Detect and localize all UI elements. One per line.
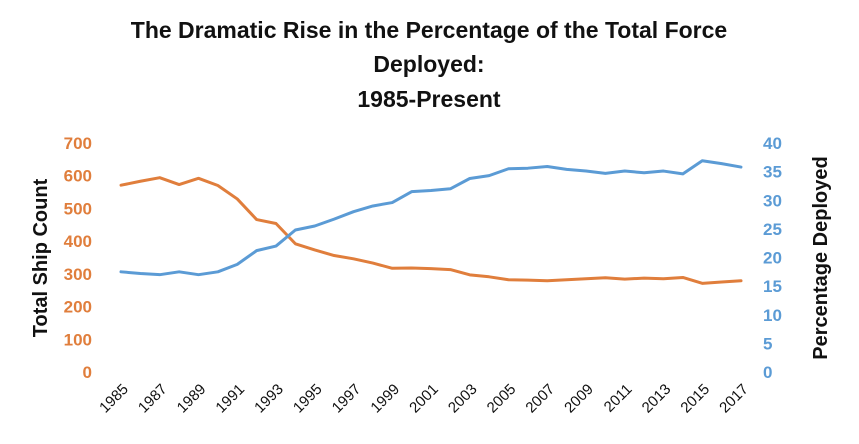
right-tick-label: 20 <box>763 249 782 268</box>
right-tick-label: 30 <box>763 191 782 210</box>
right-axis-ticks: 0 5 10 15 20 25 30 35 40 <box>763 134 782 382</box>
left-tick-label: 500 <box>64 199 92 218</box>
left-tick-label: 700 <box>64 134 92 153</box>
right-tick-label: 15 <box>763 277 782 296</box>
right-tick-label: 0 <box>763 363 772 382</box>
x-tick-label: 1985 <box>96 381 132 417</box>
left-tick-label: 200 <box>64 298 92 317</box>
chart-title-line-2: Deployed: <box>373 51 484 77</box>
x-tick-label: 1989 <box>174 381 210 417</box>
right-tick-label: 40 <box>763 134 782 153</box>
left-tick-label: 300 <box>64 265 92 284</box>
x-tick-label: 2013 <box>639 381 675 417</box>
left-tick-label: 400 <box>64 232 92 251</box>
x-tick-label: 2017 <box>716 381 752 417</box>
x-tick-label: 2009 <box>561 381 597 417</box>
left-tick-label: 100 <box>64 330 92 349</box>
right-tick-label: 25 <box>763 220 782 239</box>
left-tick-label: 0 <box>83 363 92 382</box>
left-axis-title: Total Ship Count <box>30 178 52 337</box>
chart-title: The Dramatic Rise in the Percentage of t… <box>131 17 727 112</box>
right-tick-label: 5 <box>763 334 772 353</box>
series-layer <box>119 159 743 285</box>
x-tick-label: 1997 <box>329 381 365 417</box>
x-tick-label: 2005 <box>484 381 520 417</box>
x-tick-label: 1987 <box>135 381 171 417</box>
right-axis-title: Percentage Deployed <box>810 156 832 359</box>
left-axis-ticks: 0 100 200 300 400 500 600 700 <box>64 134 92 382</box>
x-axis-ticks: 1985 1987 1989 1991 1993 1995 1997 1999 2001 2003… <box>96 381 752 417</box>
chart-title-line-3: 1985-Present <box>357 86 501 112</box>
x-tick-label: 2001 <box>406 381 442 417</box>
x-tick-label: 2011 <box>601 381 636 416</box>
left-tick-label: 600 <box>64 167 92 186</box>
x-tick-label: 1991 <box>212 381 248 417</box>
x-tick-label: 2003 <box>445 381 481 417</box>
right-tick-label: 35 <box>763 163 782 182</box>
percentage-deployed-line <box>119 159 743 277</box>
x-tick-label: 2015 <box>677 381 713 417</box>
chart-title-line-1: The Dramatic Rise in the Percentage of t… <box>131 17 727 43</box>
x-tick-label: 1995 <box>290 381 326 417</box>
x-tick-label: 2007 <box>522 381 558 417</box>
ship-count-line <box>119 176 743 285</box>
right-tick-label: 10 <box>763 306 782 325</box>
x-tick-label: 1993 <box>251 381 287 417</box>
x-tick-label: 1999 <box>367 381 403 417</box>
